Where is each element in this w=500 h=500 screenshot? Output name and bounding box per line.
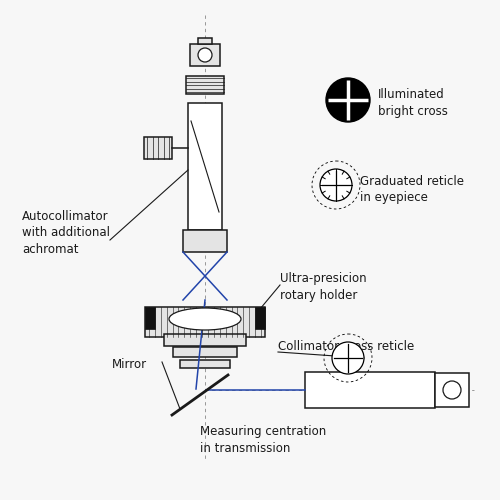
Bar	[198, 38, 212, 44]
Circle shape	[320, 169, 352, 201]
Text: Autocollimator
with additional
achromat: Autocollimator with additional achromat	[22, 210, 110, 256]
Circle shape	[443, 381, 461, 399]
Bar	[305, 372, 435, 408]
Bar	[183, 230, 227, 252]
Ellipse shape	[169, 308, 241, 330]
Circle shape	[326, 78, 370, 122]
Text: Mirror: Mirror	[112, 358, 147, 371]
Bar	[435, 373, 469, 407]
Text: Measuring centration
in transmission: Measuring centration in transmission	[200, 425, 326, 454]
Bar	[173, 347, 237, 357]
Text: Graduated reticle
in eyepiece: Graduated reticle in eyepiece	[360, 175, 464, 204]
Bar	[144, 137, 172, 159]
Bar	[180, 360, 230, 368]
Circle shape	[198, 48, 212, 62]
Bar	[190, 44, 220, 66]
Bar	[164, 334, 246, 346]
Bar	[186, 76, 224, 94]
Bar	[145, 307, 265, 337]
Text: Collimator cross reticle: Collimator cross reticle	[278, 340, 414, 353]
Text: Ultra-presicion
rotary holder: Ultra-presicion rotary holder	[280, 272, 366, 302]
Text: Illuminated
bright cross: Illuminated bright cross	[378, 88, 448, 118]
Circle shape	[332, 342, 364, 374]
Bar	[255, 307, 265, 329]
Bar	[145, 307, 155, 329]
Bar	[188, 103, 222, 230]
